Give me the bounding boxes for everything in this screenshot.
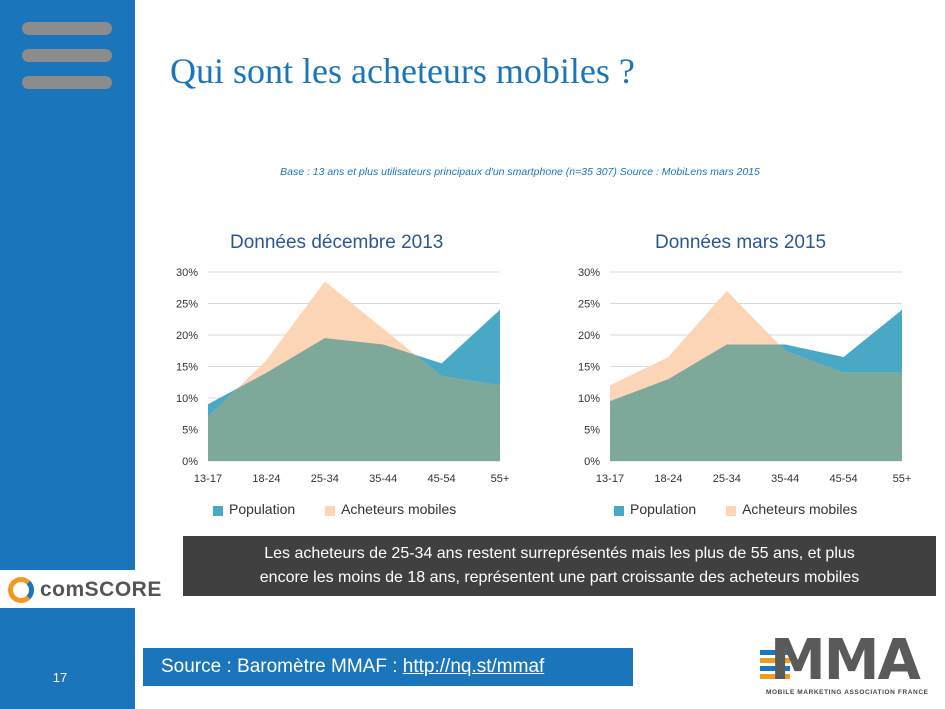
y-tick-label: 25% [176, 299, 198, 311]
x-tick-label: 55+ [893, 473, 912, 485]
y-tick-label: 30% [578, 267, 600, 279]
x-tick-label: 18-24 [654, 473, 682, 485]
chart-title: Données mars 2015 [655, 232, 827, 253]
y-tick-label: 20% [176, 330, 198, 342]
legend-label: Population [630, 501, 697, 518]
legend-item-acheteurs: Acheteurs mobiles [726, 501, 857, 517]
legend-item-population: Population [614, 501, 696, 517]
series-area-overlap [208, 338, 500, 461]
area-chart: 0% 5% 10% 15% 20% 25% 30% 13-17 18-24 25-34 35-44 4… [176, 267, 510, 485]
x-tick-label: 45-54 [428, 473, 456, 485]
mma-logo-text: MMA [770, 628, 921, 693]
legend-swatch [614, 505, 624, 516]
comscore-logo: comSCORE [0, 570, 170, 608]
legend-label: Acheteurs mobiles [742, 501, 858, 518]
y-tick-label: 10% [176, 393, 198, 405]
legend-swatch [726, 505, 737, 516]
legend-item-acheteurs: Acheteurs mobiles [325, 501, 456, 517]
y-tick-label: 20% [578, 330, 600, 342]
y-tick-label: 15% [578, 362, 600, 374]
y-tick-label: 5% [182, 425, 198, 437]
x-tick-label: 35-44 [771, 473, 799, 485]
x-tick-label: 25-34 [713, 473, 741, 485]
y-tick-label: 0% [584, 456, 600, 468]
y-tick-label: 15% [176, 362, 198, 374]
x-tick-label: 55+ [491, 473, 510, 485]
y-tick-label: 0% [182, 456, 198, 468]
callout-box: Les acheteurs de 25-34 ans restent surre… [183, 536, 936, 596]
x-tick-label: 18-24 [252, 473, 280, 485]
chart-legend: Population Acheteurs mobiles [614, 500, 883, 517]
area-chart: 0% 5% 10% 15% 20% 25% 30% 13-17 18-24 25-34 35-44 4… [578, 267, 912, 485]
x-tick-label: 35-44 [369, 473, 397, 485]
legend-label: Population [229, 501, 296, 518]
source-label: Source : Baromètre MMAF : [161, 656, 403, 677]
x-tick-label: 13-17 [194, 473, 222, 485]
page-number: 17 [52, 670, 68, 685]
legend-label: Acheteurs mobiles [341, 501, 457, 518]
x-tick-label: 45-54 [830, 473, 858, 485]
hamburger-menu-icon[interactable] [0, 0, 135, 100]
mma-logo-subtitle: MOBILE MARKETING ASSOCIATION FRANCE [766, 689, 929, 696]
legend-swatch [325, 505, 336, 516]
callout-line-1: Les acheteurs de 25-34 ans restent surre… [264, 545, 855, 562]
y-tick-label: 30% [176, 267, 198, 279]
comscore-logo-icon [8, 577, 34, 603]
chart-legend: Population Acheteurs mobiles [213, 500, 482, 517]
source-banner: Source : Baromètre MMAF : http://nq.st/m… [143, 648, 633, 686]
legend-swatch [213, 505, 223, 516]
comscore-logo-text: comSCORE [40, 578, 162, 601]
y-tick-label: 25% [578, 299, 600, 311]
source-link[interactable]: http://nq.st/mmaf [402, 656, 545, 677]
x-tick-label: 25-34 [311, 473, 339, 485]
base-note: Base : 13 ans et plus utilisateurs princ… [280, 166, 760, 178]
page-title: Qui sont les acheteurs mobiles ? [170, 51, 635, 91]
y-tick-label: 5% [584, 425, 600, 437]
y-tick-label: 10% [578, 393, 600, 405]
x-tick-label: 13-17 [596, 473, 624, 485]
legend-item-population: Population [213, 501, 295, 517]
series-area-overlap [610, 344, 902, 461]
chart-title: Données décembre 2013 [230, 232, 444, 253]
callout-line-2: encore les moins de 18 ans, représentent… [259, 569, 860, 586]
mma-logo-icon: MMA MOBILE MARKETING ASSOCIATION FRANCE [760, 628, 940, 702]
